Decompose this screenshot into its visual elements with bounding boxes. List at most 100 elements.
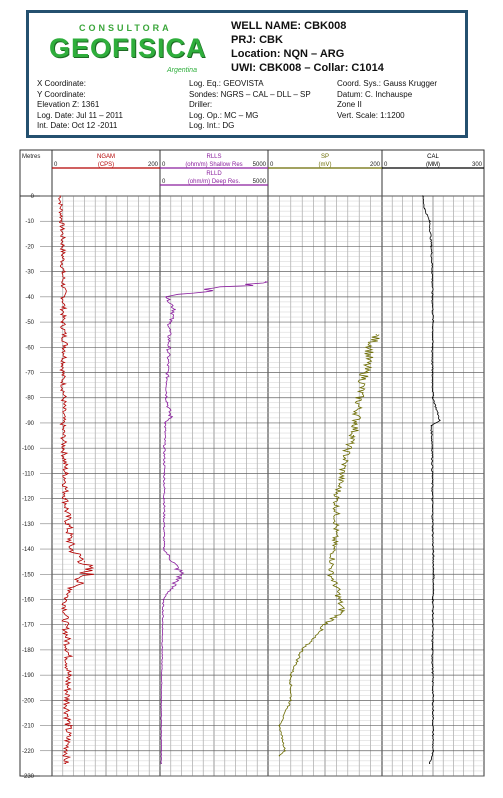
depth-tick-label: -170 [22,623,35,629]
header-col-1: X Coordinate: Y Coordinate: Elevation Z:… [37,79,123,132]
data-point-sp [324,624,326,626]
data-point-ngam [86,573,88,575]
data-point-cal [432,397,434,399]
data-point-cal [432,598,434,601]
well-title-block: WELL NAME: CBK008 PRJ: CBK Location: NQN… [231,19,384,75]
log-op: Log. Op.: MC – MG [189,110,259,120]
sondes: Sondes: NGRS – CAL – DLL – SP [189,89,311,99]
data-point-ngam [73,586,75,588]
track-name-ngam: NGAM [97,154,115,160]
track-unit-ngam: (CPS) [98,162,114,168]
track-max-rlls: 5000 [253,162,267,168]
data-point-ngam [66,699,68,701]
depth-tick-label: -190 [22,673,35,679]
log-int: Log. Int.: DG [189,121,235,130]
elevation: Elevation Z: 1361 [37,100,100,109]
data-point-sp [278,725,280,727]
well-header: CONSULTORA GEOFISICA Argentina WELL NAME… [26,10,468,138]
data-point-ngam [59,195,61,197]
data-point-ngam [64,498,67,500]
data-point-sp [352,435,355,437]
datum: Datum: C. Inchauspe [337,89,413,99]
depth-tick-label: -20 [25,244,34,250]
depth-tick-label: -100 [22,446,35,452]
depth-tick-label: -180 [22,648,35,654]
data-point-rlls [163,548,165,550]
data-point-cal [422,195,424,197]
company-logo: CONSULTORA GEOFISICA Argentina [49,23,209,79]
depth-tick-label: -220 [22,749,35,755]
data-point-cal [429,762,431,765]
data-point-cal [431,498,433,500]
data-point-ngam [63,296,65,298]
log-eq: Log. Eq.: GEOVISTA [189,79,264,88]
well-name: WELL NAME: CBK008 [231,20,347,32]
data-point-sp [375,334,377,336]
data-point-cal [432,699,434,701]
header-col-3: Coord. Sys.: Gauss Krugger Datum: C. Inc… [337,79,437,121]
logo-main-text: GEOFISICA [49,33,207,63]
data-point-ngam [63,447,65,449]
x-coordinate: X Coordinate: [37,79,86,88]
data-point-cal [430,245,432,247]
depth-tick-label: -70 [25,371,34,377]
data-point-rlls [265,281,267,283]
track-unit2: (ohm/m) Deep Res. [188,179,241,185]
data-point-sp [284,750,286,752]
depth-tick-label: -90 [25,421,34,427]
data-point-ngam [62,245,64,247]
data-point-rlls [170,417,172,419]
vert-scale: Vert. Scale: 1:1200 [337,110,405,120]
depth-tick-label: -110 [22,471,34,477]
y-coordinate: Y Coordinate: [37,89,86,99]
depth-tick-label: -230 [22,774,35,780]
data-point-ngam [64,762,67,765]
data-point-cal [429,220,431,222]
depth-tick-label: -150 [22,572,35,578]
data-point-ngam [64,346,67,348]
track-name-rlld: RLLD [206,171,222,177]
depth-tick-label: -50 [25,320,34,326]
data-point-ngam [66,750,68,752]
depth-axis-label: Metres [22,154,40,160]
data-point-sp [358,397,360,399]
track-max2: 5000 [253,179,267,185]
data-point-ngam [67,523,69,525]
data-point-rlls [163,447,165,449]
uwi: UWI: CBK008 – Collar: C1014 [231,62,384,74]
track-name-cal: CAL [427,154,439,160]
data-point-ngam [62,321,64,323]
data-point-sp [370,346,372,348]
data-point-rlls [168,346,170,348]
data-point-cal [431,296,433,298]
zone: Zone II [337,100,362,109]
depth-tick-label: -140 [22,547,35,553]
logo-top-text: CONSULTORA [79,23,172,33]
depth-tick-label: -200 [22,698,35,704]
track-max-cal: 300 [472,162,483,168]
data-point-ngam [67,674,69,676]
depth-tick-label: -30 [25,270,34,276]
track-max-sp: 200 [370,162,381,168]
data-point-rlls [165,296,168,298]
depth-tick-label: -120 [22,497,35,503]
data-point-cal [431,649,433,651]
depth-tick-label: -160 [22,597,35,603]
data-point-cal [432,750,434,752]
log-date: Log. Date: Jul 11 – 2011 [37,110,123,120]
depth-tick-label: -10 [25,219,34,225]
track-unit-sp: (mV) [319,162,332,168]
data-point-ngam [62,271,64,273]
well-log-chart: Metres NGAM 0 (CPS) 200 RLLS 0 (ohm/m) Shallow … [19,149,485,780]
data-point-cal [430,424,432,427]
track-max-ngam: 200 [148,162,159,168]
data-point-rlls [161,649,163,651]
data-point-ngam [61,220,63,222]
data-point-sp [335,523,337,525]
data-point-cal [423,208,426,210]
data-point-sp [364,371,366,374]
data-point-sp [290,699,292,701]
logo-sub-text: Argentina [167,67,197,74]
curve-ngam [57,195,95,764]
track-unit-cal: (MM) [426,162,440,168]
